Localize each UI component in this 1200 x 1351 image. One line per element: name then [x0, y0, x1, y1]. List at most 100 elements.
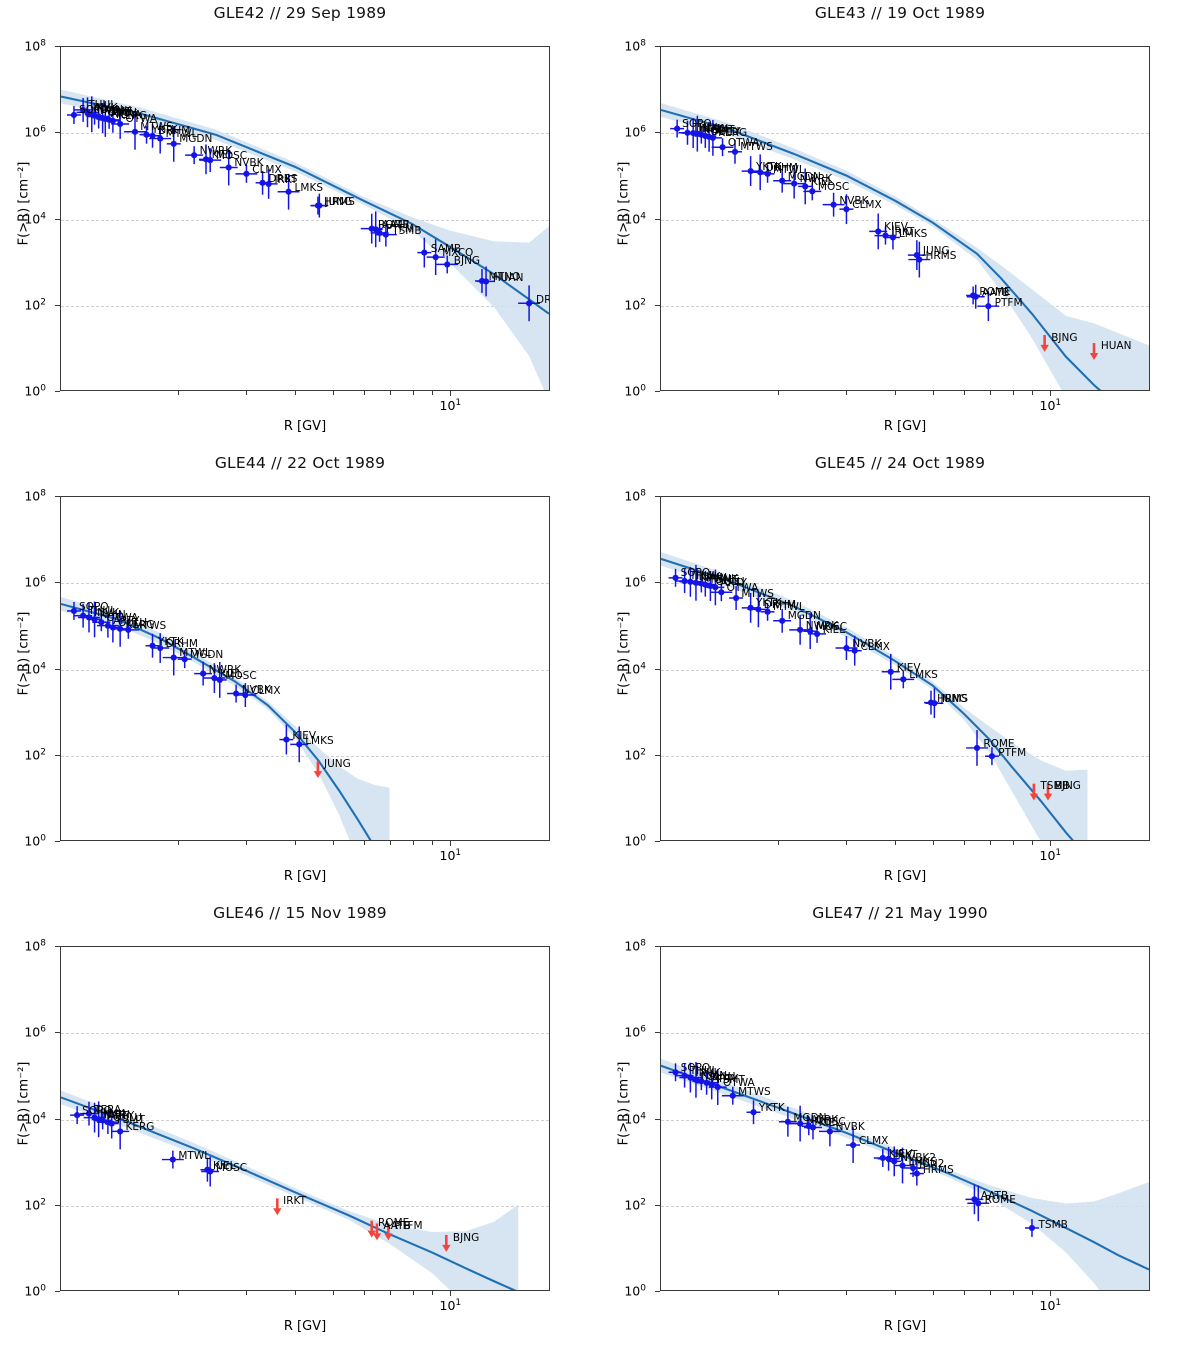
y-tick-label: 100 [624, 383, 646, 399]
marker [913, 1170, 920, 1177]
upper-limit-marker [442, 1234, 451, 1252]
marker [372, 226, 379, 233]
data-point [199, 148, 222, 173]
panel-title: GLE44 // 22 Oct 1989 [214, 454, 386, 472]
data-point [789, 614, 812, 645]
y-tick-label: 108 [624, 488, 646, 504]
marker [91, 616, 98, 623]
x-tick-mark [777, 391, 779, 395]
marker [985, 303, 992, 310]
upper-limit-marker [384, 1223, 393, 1241]
x-tick-mark [246, 391, 248, 395]
y-tick-mark [655, 218, 660, 220]
gridline [61, 219, 549, 221]
y-tick-label: 102 [24, 747, 46, 763]
y-tick-label: 106 [624, 574, 646, 590]
data-point [234, 683, 257, 707]
spectrum-plot [661, 552, 1088, 840]
marker [525, 300, 533, 307]
y-tick-label: 104 [624, 1110, 646, 1127]
data-point [668, 1063, 683, 1082]
y-axis-ticks: 100 102 104 106 108 [600, 488, 655, 848]
marker [885, 1155, 892, 1162]
y-tick-label: 108 [24, 38, 46, 54]
marker [900, 676, 907, 683]
marker [712, 584, 719, 591]
y-tick-mark [55, 1032, 60, 1034]
marker [674, 125, 681, 132]
marker [764, 170, 771, 177]
gridline [61, 583, 549, 585]
x-axis-ticks: 101 [60, 391, 550, 421]
y-tick-label: 104 [24, 1110, 46, 1127]
y-axis-ticks: 100 102 104 106 108 [0, 488, 55, 848]
x-tick-mark [1012, 391, 1014, 395]
data-point [417, 237, 432, 268]
y-tick-mark [55, 496, 60, 497]
x-tick-mark [1050, 841, 1052, 846]
data-point [804, 1115, 822, 1140]
data-point [124, 113, 146, 150]
y-tick-mark [655, 1032, 660, 1034]
data-point [887, 1146, 902, 1177]
data-point [729, 586, 744, 610]
data-point [708, 1069, 727, 1105]
x-tick-mark [389, 841, 391, 845]
data-point [368, 211, 383, 248]
marker [169, 1156, 176, 1163]
data-point [149, 123, 172, 154]
x-axis-ticks: 101 [660, 841, 1150, 871]
data-point [977, 291, 1000, 322]
upper-limit-marker [1089, 343, 1099, 360]
marker [909, 1164, 917, 1172]
data-point [201, 1156, 220, 1187]
y-tick-label: 104 [24, 660, 46, 677]
data-point [151, 633, 170, 663]
marker [170, 140, 177, 147]
spectrum-plot [61, 89, 549, 390]
data-point [965, 1184, 984, 1215]
fit-line [661, 108, 1102, 390]
y-tick-label: 102 [624, 297, 646, 313]
data-point [925, 688, 944, 719]
marker [444, 261, 451, 268]
data-point [760, 602, 775, 621]
data-point [909, 1161, 924, 1186]
y-tick-mark [55, 841, 60, 842]
data-point [111, 109, 130, 139]
data-point [143, 123, 162, 148]
marker [421, 249, 428, 256]
x-tick-mark [389, 391, 391, 395]
x-tick-label: 101 [1039, 398, 1062, 414]
panel-title: GLE43 // 19 Oct 1989 [814, 4, 986, 22]
x-tick-mark [989, 391, 991, 395]
marker [797, 626, 804, 633]
x-tick-mark [332, 1291, 334, 1295]
y-tick-mark [655, 946, 660, 947]
x-axis-label: R [GV] [883, 1319, 927, 1334]
data-point [803, 613, 818, 650]
y-tick-mark [655, 1291, 660, 1292]
gridline [61, 755, 549, 757]
x-tick-mark [389, 1291, 391, 1295]
x-tick-mark [363, 391, 365, 395]
marker [225, 164, 232, 171]
marker [125, 626, 132, 633]
y-tick-mark [55, 132, 60, 134]
x-tick-mark [895, 841, 897, 845]
data-point [907, 240, 926, 270]
gridline [61, 669, 549, 671]
x-tick-mark [963, 391, 965, 395]
marker [202, 156, 210, 163]
upper-limit-marker [367, 1220, 376, 1238]
data-point [212, 662, 227, 698]
y-tick-label: 108 [24, 938, 46, 954]
marker [98, 619, 105, 626]
x-tick-mark [363, 1291, 365, 1295]
marker [972, 293, 979, 300]
marker [779, 177, 786, 184]
data-point [477, 266, 496, 297]
x-tick-mark [432, 1291, 434, 1295]
data-point [310, 193, 329, 218]
x-tick-mark [1012, 1291, 1014, 1295]
